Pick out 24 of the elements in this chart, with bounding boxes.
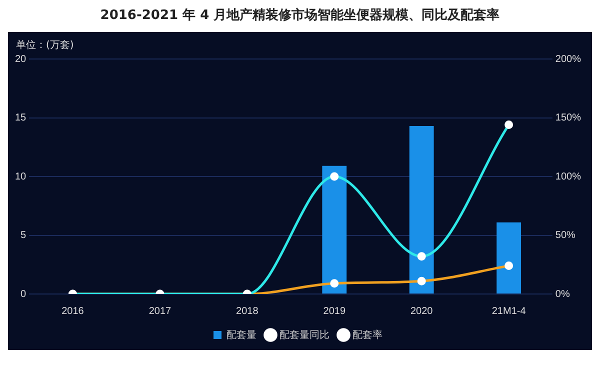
legend-label: 配套率 [352, 328, 382, 341]
y2-tick-label: 200% [555, 54, 582, 65]
bar [322, 166, 347, 294]
x-tick-label: 2020 [410, 306, 434, 317]
chart-title: 2016-2021 年 4 月地产精装修市场智能坐便器规模、同比及配套率 [99, 6, 501, 25]
x-tick-label: 21M1-4 [492, 306, 526, 317]
y-tick-label: 0 [20, 288, 27, 300]
x-tick-label: 2016 [62, 306, 84, 317]
y-tick-label: 15 [15, 112, 27, 124]
legend-label: 配套量 [226, 328, 256, 341]
y2-tick-label: 50% [555, 230, 576, 241]
y-tick-label: 20 [15, 54, 27, 65]
bar [409, 126, 434, 294]
y2-tick-label: 0% [555, 288, 570, 300]
y-tick-label: 5 [20, 230, 27, 241]
y-axis-title: 单位：(万套) [16, 38, 74, 52]
y-tick-label: 10 [15, 171, 27, 182]
x-tick-label: 2017 [148, 306, 172, 317]
bar [496, 222, 522, 294]
y2-tick-label: 150% [555, 112, 582, 124]
legend-label: 配套量同比 [280, 328, 330, 341]
x-tick-label: 2018 [236, 306, 259, 317]
y2-tick-label: 100% [555, 171, 582, 182]
x-tick-label: 2019 [323, 306, 346, 317]
